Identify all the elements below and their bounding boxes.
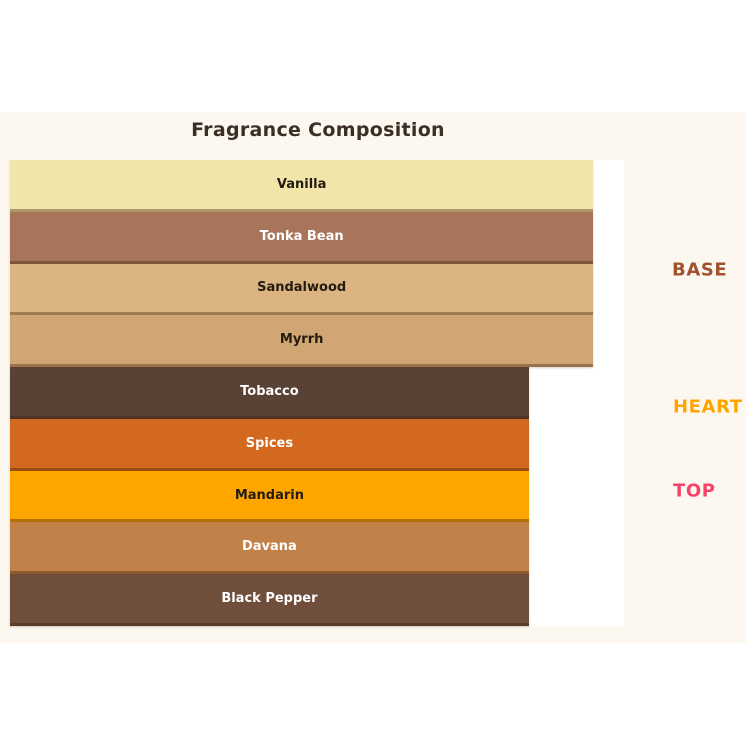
bar-sandalwood: Sandalwood <box>10 263 594 316</box>
bar-spices: Spices <box>10 418 529 471</box>
bar-vanilla: Vanilla <box>10 160 594 212</box>
bar-tonka-bean: Tonka Bean <box>10 211 594 264</box>
bar-mandarin: Mandarin <box>10 470 529 523</box>
bar-label: Tonka Bean <box>259 228 344 244</box>
tier-label-heart: HEART <box>673 396 743 418</box>
fragrance-composition-chart: Fragrance Composition Vanilla Tonka Bean S… <box>0 112 746 643</box>
chart-title: Fragrance Composition <box>191 119 445 141</box>
bar-label: Black Pepper <box>221 591 318 607</box>
tier-label-base: BASE <box>672 259 728 281</box>
bar-black-pepper: Black Pepper <box>10 574 529 627</box>
bar-label: Sandalwood <box>257 280 347 296</box>
bar-davana: Davana <box>10 522 529 575</box>
bar-tobacco: Tobacco <box>10 367 529 419</box>
bar-label: Myrrh <box>279 332 324 348</box>
bar-label: Vanilla <box>276 176 327 192</box>
bar-myrrh: Myrrh <box>10 315 594 368</box>
tier-label-top: TOP <box>673 480 716 502</box>
bar-label: Mandarin <box>234 487 304 503</box>
plot-area: Vanilla Tonka Bean Sandalwood Myrrh Tobacco S… <box>10 160 624 627</box>
bar-label: Spices <box>245 435 294 451</box>
bar-label: Tobacco <box>240 384 299 400</box>
bar-label: Davana <box>241 539 297 555</box>
